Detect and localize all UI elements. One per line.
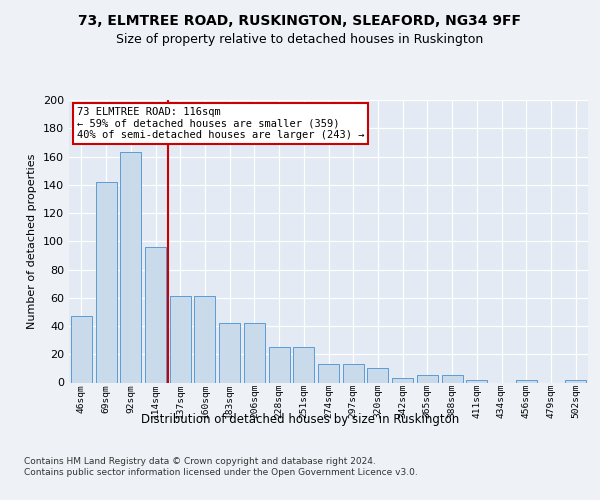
Bar bbox=[367, 368, 388, 382]
Bar bbox=[293, 347, 314, 382]
Text: 73 ELMTREE ROAD: 116sqm
← 59% of detached houses are smaller (359)
40% of semi-d: 73 ELMTREE ROAD: 116sqm ← 59% of detache… bbox=[77, 107, 364, 140]
Bar bbox=[194, 296, 215, 382]
Bar bbox=[318, 364, 339, 382]
Bar bbox=[269, 347, 290, 382]
Text: Size of property relative to detached houses in Ruskington: Size of property relative to detached ho… bbox=[116, 33, 484, 46]
Bar bbox=[466, 380, 487, 382]
Y-axis label: Number of detached properties: Number of detached properties bbox=[28, 154, 37, 329]
Bar bbox=[392, 378, 413, 382]
Text: Contains HM Land Registry data © Crown copyright and database right 2024.
Contai: Contains HM Land Registry data © Crown c… bbox=[24, 458, 418, 477]
Bar bbox=[170, 296, 191, 382]
Bar bbox=[442, 376, 463, 382]
Bar bbox=[417, 376, 438, 382]
Bar bbox=[95, 182, 116, 382]
Text: 73, ELMTREE ROAD, RUSKINGTON, SLEAFORD, NG34 9FF: 73, ELMTREE ROAD, RUSKINGTON, SLEAFORD, … bbox=[79, 14, 521, 28]
Bar bbox=[516, 380, 537, 382]
Bar bbox=[71, 316, 92, 382]
Text: Distribution of detached houses by size in Ruskington: Distribution of detached houses by size … bbox=[141, 412, 459, 426]
Bar bbox=[145, 247, 166, 382]
Bar bbox=[343, 364, 364, 382]
Bar bbox=[219, 323, 240, 382]
Bar bbox=[244, 323, 265, 382]
Bar bbox=[120, 152, 141, 382]
Bar bbox=[565, 380, 586, 382]
